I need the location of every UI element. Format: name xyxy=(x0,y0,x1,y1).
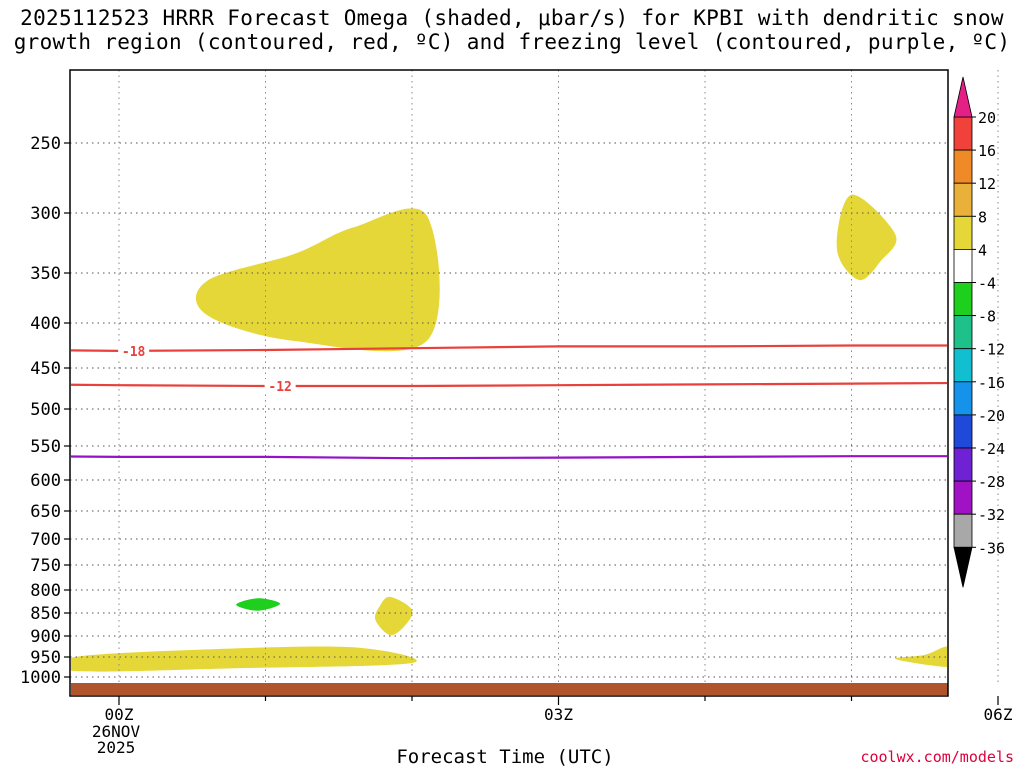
y-tick-label-800: 800 xyxy=(30,581,61,601)
colorbar-bin-10 xyxy=(953,447,973,482)
colorbar-label-5: -4 xyxy=(978,275,996,293)
colorbar-bin-5 xyxy=(953,282,973,316)
omega-shading xyxy=(71,71,947,672)
title-line-2: growth region (contoured, red, ºC) and f… xyxy=(13,30,1011,54)
dgz-minus18-line xyxy=(71,344,947,353)
y-tick-label-500: 500 xyxy=(30,400,61,420)
y-tick-label-750: 750 xyxy=(30,556,61,576)
y-tick-label-950: 950 xyxy=(30,648,61,668)
rise-4to8-01 xyxy=(195,208,440,352)
colorbar-label-0: 20 xyxy=(978,109,996,127)
colorbar-label-9: -20 xyxy=(978,407,1005,425)
y-tick-label-550: 550 xyxy=(30,437,61,457)
colorbar-bin-7 xyxy=(953,348,973,383)
y-tick-label-1000: 1000 xyxy=(20,668,61,688)
rise-4to8-02 xyxy=(836,194,897,281)
y-tick-label-600: 600 xyxy=(30,471,61,491)
colorbar-bin-2 xyxy=(953,182,973,217)
colorbar-bin-11 xyxy=(953,480,973,515)
dgz-minus18-label-0: -18 xyxy=(122,345,146,360)
x-axis: 00Z03Z06Z09Z12Z15Z26NOV2025 xyxy=(92,696,1013,757)
colorbar-label-10: -24 xyxy=(978,440,1005,458)
y-tick-label-850: 850 xyxy=(30,604,61,624)
colorbar-bin-6 xyxy=(953,315,973,350)
colorbar-bin-12 xyxy=(953,513,973,548)
y-tick-label-400: 400 xyxy=(30,314,61,334)
credit-link[interactable]: coolwx.com/models xyxy=(860,748,1014,766)
colorbar-label-4: 4 xyxy=(978,241,987,259)
colorbar-label-11: -28 xyxy=(978,473,1005,491)
colorbar-bin-3 xyxy=(953,215,973,250)
dgz-minus12-line xyxy=(71,381,947,388)
x-tick-label-00Z: 00Z xyxy=(105,705,134,724)
chart-title: 2025112523 HRRR Forecast Omega (shaded, … xyxy=(0,6,1024,54)
y-tick-label-900: 900 xyxy=(30,627,61,647)
colorbar-bin-0 xyxy=(953,116,973,151)
y-tick-label-650: 650 xyxy=(30,502,61,522)
dgz-minus12-label-bg-0 xyxy=(264,379,296,394)
rise-4to8-08 xyxy=(895,646,947,667)
colorbar-bin-8 xyxy=(953,381,973,416)
colorbar-label-12: -32 xyxy=(978,506,1005,524)
y-axis: 250 300 350 400 450 500 550 600 650 700 750 800 850 9… xyxy=(20,134,70,688)
y-tick-label-250: 250 xyxy=(30,134,61,154)
colorbar: 20 16 12 8 4 -4 -8 -12 -16 -20 -24 -28 -32 -36 xyxy=(953,76,1005,588)
colorbar-upper-extend xyxy=(953,76,973,118)
x-tick-label-06Z: 06Z xyxy=(984,705,1013,724)
x-axis-label: Forecast Time (UTC) xyxy=(396,746,614,768)
rise-4to8-07 xyxy=(374,596,413,636)
title-line-1: 2025112523 HRRR Forecast Omega (shaded, … xyxy=(20,6,1004,30)
colorbar-bin-1 xyxy=(953,149,973,184)
colorbar-label-8: -16 xyxy=(978,374,1005,392)
y-tick-label-300: 300 xyxy=(30,204,61,224)
colorbar-label-7: -12 xyxy=(978,341,1005,359)
freezing-level-line xyxy=(71,455,947,460)
rise-4to8-06 xyxy=(71,646,417,672)
colorbar-bin-9 xyxy=(953,414,973,449)
colorbar-bin-4 xyxy=(953,248,973,283)
plot-frame xyxy=(69,69,949,697)
ground-strip xyxy=(71,683,948,695)
x-tick-label-03Z: 03Z xyxy=(544,705,573,724)
y-tick-label-700: 700 xyxy=(30,530,61,550)
y-tick-label-450: 450 xyxy=(30,359,61,379)
colorbar-label-13: -36 xyxy=(978,539,1005,557)
x-date-label-0: 26NOV xyxy=(92,722,141,741)
colorbar-label-6: -8 xyxy=(978,308,996,326)
colorbar-label-3: 8 xyxy=(978,208,987,226)
grid-lines xyxy=(70,70,999,684)
x-date-label-1: 2025 xyxy=(97,738,136,757)
sink-m4tom8-06 xyxy=(236,598,281,611)
colorbar-label-2: 12 xyxy=(978,175,996,193)
dgz-minus18-label-bg-0 xyxy=(118,343,150,358)
colorbar-label-1: 16 xyxy=(978,142,996,160)
y-tick-label-350: 350 xyxy=(30,264,61,284)
colorbar-lower-extend xyxy=(953,546,973,588)
temperature-contours: -18-18-18-12-12-120 xyxy=(71,343,947,460)
dgz-minus12-label-0: -12 xyxy=(268,380,291,395)
